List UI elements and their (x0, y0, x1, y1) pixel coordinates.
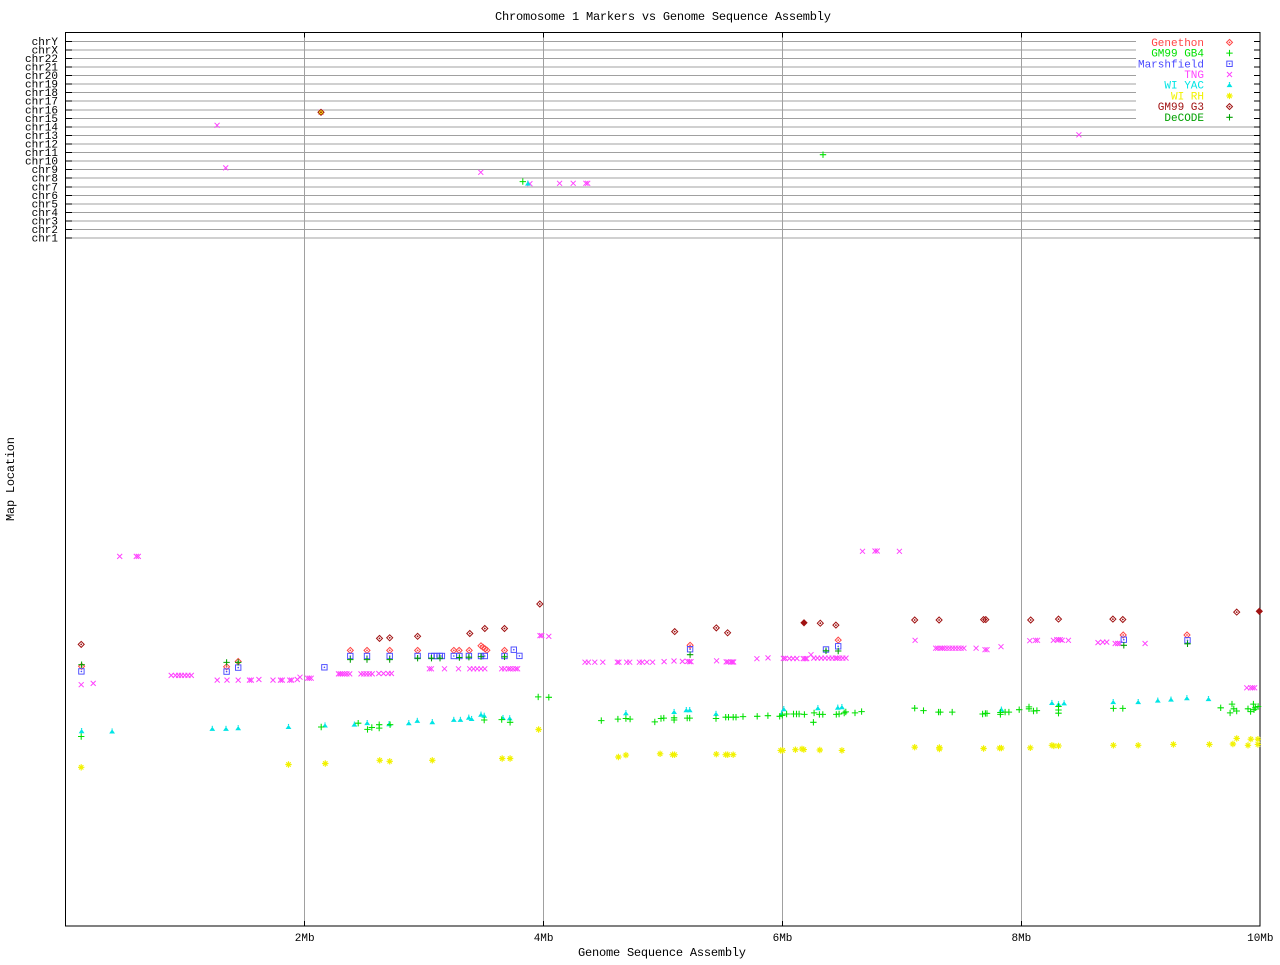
svg-text:WI YAC: WI YAC (1164, 81, 1204, 93)
svg-text:chr12: chr12 (25, 140, 58, 152)
svg-text:WI RH: WI RH (1171, 91, 1204, 103)
svg-text:Marshfield: Marshfield (1138, 59, 1204, 71)
svg-text:chr9: chr9 (32, 165, 58, 177)
svg-text:chr16: chr16 (25, 105, 58, 117)
svg-text:chr19: chr19 (25, 80, 58, 92)
svg-text:chr20: chr20 (25, 71, 58, 83)
svg-text:6Mb: 6Mb (773, 933, 793, 945)
svg-text:Genethon: Genethon (1151, 38, 1204, 50)
svg-text:2Mb: 2Mb (295, 933, 315, 945)
svg-text:GM99 G3: GM99 G3 (1158, 102, 1204, 114)
svg-text:Chromosome 1 Markers vs Genome: Chromosome 1 Markers vs Genome Sequence … (495, 10, 831, 24)
svg-text:chr8: chr8 (32, 174, 58, 186)
svg-text:DeCODE: DeCODE (1164, 113, 1204, 125)
svg-text:chrX: chrX (32, 45, 59, 57)
svg-text:Genome Sequence Assembly: Genome Sequence Assembly (578, 946, 746, 960)
svg-text:chr14: chr14 (25, 122, 58, 134)
svg-text:chr13: chr13 (25, 131, 58, 143)
svg-text:chr10: chr10 (25, 157, 58, 169)
svg-text:chr15: chr15 (25, 114, 58, 126)
svg-text:chr4: chr4 (32, 208, 59, 220)
svg-text:chrY: chrY (32, 37, 59, 49)
svg-text:chr21: chr21 (25, 63, 58, 75)
svg-text:chr2: chr2 (32, 225, 58, 237)
svg-text:chr17: chr17 (25, 97, 58, 109)
svg-text:chr22: chr22 (25, 54, 58, 66)
svg-text:chr11: chr11 (25, 148, 58, 160)
svg-text:TNG: TNG (1184, 70, 1204, 82)
svg-text:10Mb: 10Mb (1247, 933, 1273, 945)
svg-text:4Mb: 4Mb (534, 933, 554, 945)
svg-text:chr3: chr3 (32, 217, 58, 229)
svg-text:GM99 GB4: GM99 GB4 (1151, 49, 1204, 61)
svg-text:chr6: chr6 (32, 191, 58, 203)
svg-text:chr18: chr18 (25, 88, 58, 100)
svg-text:chr1: chr1 (32, 234, 59, 246)
svg-text:chr5: chr5 (32, 199, 58, 211)
svg-text:8Mb: 8Mb (1011, 933, 1031, 945)
svg-text:chr7: chr7 (32, 182, 58, 194)
svg-text:Map Location: Map Location (4, 437, 18, 521)
